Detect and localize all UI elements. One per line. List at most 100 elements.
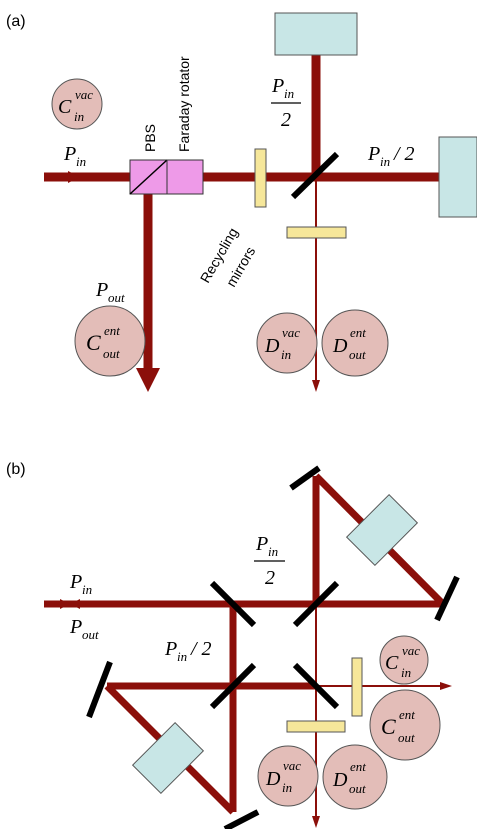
- panel-a-label: (a): [6, 13, 26, 30]
- label-p-in-a: P in: [63, 143, 86, 169]
- label-d-out-ent-b: D ent out: [332, 759, 366, 796]
- svg-text:ent: ent: [350, 325, 366, 340]
- svg-text:D: D: [332, 335, 348, 357]
- pbs-diagonal: [129, 159, 168, 195]
- label-p-in-b: P in: [69, 571, 92, 597]
- c-out-ent-circle-b: [369, 689, 441, 761]
- svg-text:in: in: [380, 154, 390, 169]
- svg-text:C: C: [385, 652, 399, 674]
- faraday-label: Faraday rotator: [176, 56, 192, 152]
- svg-text:P: P: [164, 638, 177, 660]
- svg-text:out: out: [108, 290, 125, 305]
- thin-beam-arrow: [312, 380, 320, 392]
- svg-text:out: out: [82, 627, 99, 642]
- svg-text:D: D: [264, 335, 280, 357]
- svg-text:in: in: [281, 347, 291, 362]
- label-p-in-slash2-b: P in / 2: [164, 638, 212, 664]
- svg-text:2: 2: [281, 109, 291, 131]
- right-cavity: [438, 136, 477, 218]
- svg-text:vac: vac: [75, 87, 93, 102]
- lower-ring-cavity: [131, 721, 205, 795]
- beamsplitter-b-lower: [209, 662, 257, 710]
- output-arrow-b: [70, 599, 80, 609]
- svg-text:out: out: [398, 730, 415, 745]
- d-out-ent-circle-a: [321, 309, 389, 377]
- d-in-vac-circle-a: [256, 312, 318, 374]
- svg-text:P: P: [69, 571, 82, 593]
- recycling-plate-vertical-b: [351, 657, 363, 717]
- label-d-in-vac-a: D vac in: [264, 325, 300, 362]
- svg-text:P: P: [255, 533, 268, 555]
- svg-text:in: in: [82, 582, 92, 597]
- svg-text:ent: ent: [104, 323, 120, 338]
- svg-text:vac: vac: [283, 758, 301, 773]
- label-p-in-half-b: P in 2: [254, 533, 285, 589]
- panel-a-beams: [44, 55, 440, 392]
- panel-b-mirrors: [86, 465, 460, 829]
- label-p-out-b: P out: [69, 616, 99, 642]
- thin-right-arrow: [440, 682, 452, 690]
- d-out-ent-circle-b: [322, 744, 388, 810]
- recycling-mirror-horizontal: [286, 226, 347, 239]
- svg-text:C: C: [58, 96, 72, 118]
- mirror-top: [289, 465, 321, 491]
- svg-text:in: in: [268, 544, 278, 559]
- faraday-rotator: [166, 159, 204, 195]
- svg-text:in: in: [401, 665, 411, 680]
- recycling-mirror-vertical: [254, 148, 267, 208]
- label-c-in-vac-a: C vac in: [58, 87, 93, 124]
- svg-text:2: 2: [265, 567, 275, 589]
- svg-text:D: D: [332, 769, 348, 791]
- svg-text:D: D: [265, 768, 281, 790]
- svg-text:P: P: [367, 143, 380, 165]
- top-cavity: [274, 12, 358, 56]
- c-in-vac-circle-b: [379, 635, 429, 685]
- beamsplitter-a: [290, 151, 340, 200]
- svg-text:in: in: [284, 86, 294, 101]
- mirror-right: [434, 575, 460, 622]
- svg-text:P: P: [95, 279, 108, 301]
- label-c-in-vac-b: C vac in: [385, 643, 420, 680]
- svg-text:/ 2: / 2: [190, 638, 212, 660]
- upper-ring-cavity: [345, 493, 419, 567]
- input-arrow: [68, 171, 80, 183]
- svg-text:in: in: [76, 154, 86, 169]
- c-in-vac-circle-a: [51, 78, 103, 130]
- label-d-out-ent-a: D ent out: [332, 325, 366, 362]
- input-arrow-b: [60, 599, 70, 609]
- beamsplitter-b-upper: [292, 580, 340, 628]
- beamsplitter-b-right: [292, 662, 340, 710]
- svg-text:/ 2: / 2: [393, 143, 415, 165]
- label-p-in-slash2-a: P in / 2: [367, 143, 415, 169]
- svg-text:in: in: [177, 649, 187, 664]
- svg-text:C: C: [86, 330, 101, 355]
- label-d-in-vac-b: D vac in: [265, 758, 301, 795]
- svg-text:out: out: [349, 781, 366, 796]
- recycling-plate-horizontal-b: [286, 720, 346, 733]
- pbs-label: PBS: [142, 124, 158, 152]
- beamsplitter-b-left: [209, 580, 257, 628]
- svg-text:C: C: [381, 714, 396, 739]
- svg-text:P: P: [63, 143, 76, 165]
- mirror-bottom: [223, 809, 260, 829]
- panel-b-label: (b): [6, 461, 26, 478]
- svg-text:out: out: [349, 347, 366, 362]
- svg-text:out: out: [103, 346, 120, 361]
- output-arrow: [136, 368, 160, 392]
- label-c-out-ent-a: C ent out: [86, 323, 120, 361]
- svg-text:vac: vac: [402, 643, 420, 658]
- thin-down-arrow: [312, 816, 320, 828]
- svg-text:P: P: [69, 616, 82, 638]
- label-p-out-a: P out: [95, 279, 125, 305]
- svg-text:vac: vac: [282, 325, 300, 340]
- label-c-out-ent-b: C ent out: [381, 707, 415, 745]
- d-in-vac-circle-b: [257, 745, 319, 807]
- mirror-left: [86, 660, 113, 719]
- svg-text:ent: ent: [399, 707, 415, 722]
- svg-text:in: in: [282, 780, 292, 795]
- svg-text:P: P: [271, 75, 284, 97]
- c-out-ent-circle-a: [74, 305, 146, 377]
- svg-text:ent: ent: [350, 759, 366, 774]
- svg-text:in: in: [74, 109, 84, 124]
